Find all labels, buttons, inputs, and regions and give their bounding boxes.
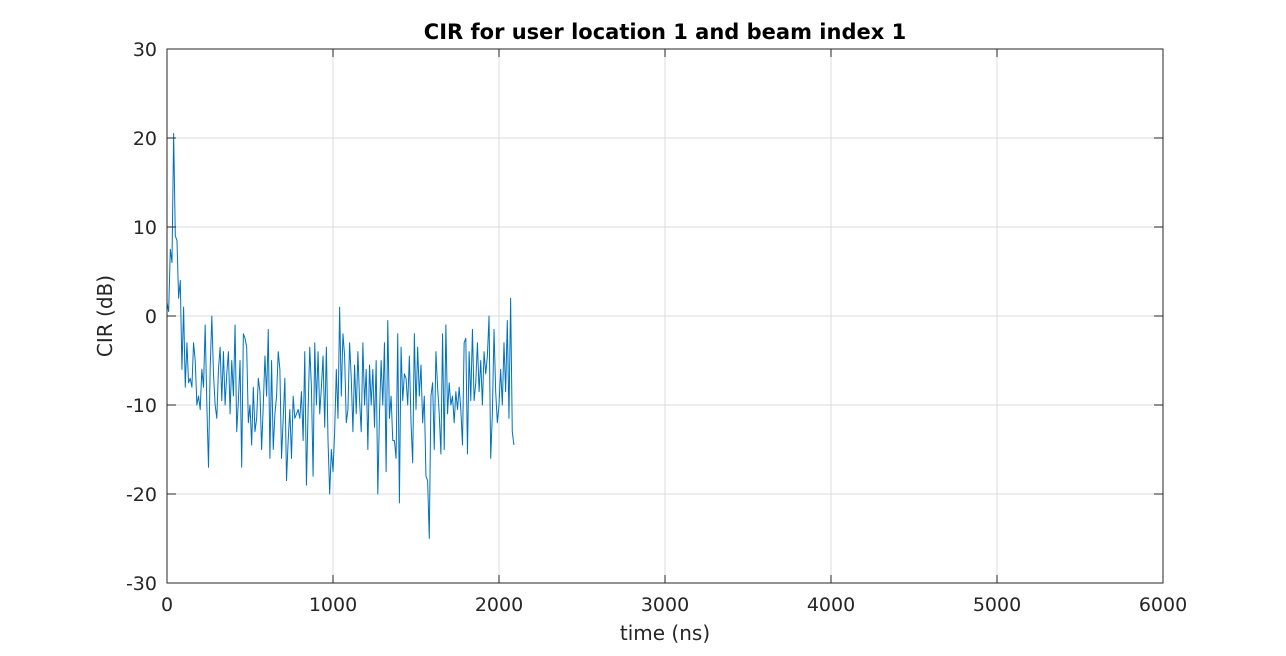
y-tick-label: 0 [145, 306, 157, 328]
x-tick-label: 5000 [973, 594, 1021, 616]
x-tick-label: 2000 [475, 594, 523, 616]
x-tick-label: 1000 [309, 594, 357, 616]
y-tick-label: 20 [133, 128, 157, 150]
y-tick-label: 10 [133, 217, 157, 239]
y-axis-label: CIR (dB) [93, 275, 117, 357]
cir-series-line [166, 133, 515, 539]
x-tick-label: 3000 [641, 594, 689, 616]
y-tick-label: 30 [133, 39, 157, 61]
x-tick-label: 0 [161, 594, 173, 616]
y-tick-label: -30 [126, 573, 157, 595]
x-tick-label: 6000 [1139, 594, 1187, 616]
chart-title: CIR for user location 1 and beam index 1 [424, 20, 906, 44]
y-tick-labels: -30 -20 -10 0 10 20 30 [126, 39, 157, 595]
series-layer [166, 133, 515, 539]
tick-marks [166, 48, 1164, 584]
y-tick-label: -10 [126, 395, 157, 417]
grid-lines [167, 49, 1163, 583]
x-tick-label: 4000 [807, 594, 855, 616]
x-axis-label: time (ns) [620, 621, 710, 645]
y-tick-label: -20 [126, 484, 157, 506]
x-tick-labels: 0 1000 2000 3000 4000 5000 6000 [161, 594, 1187, 616]
